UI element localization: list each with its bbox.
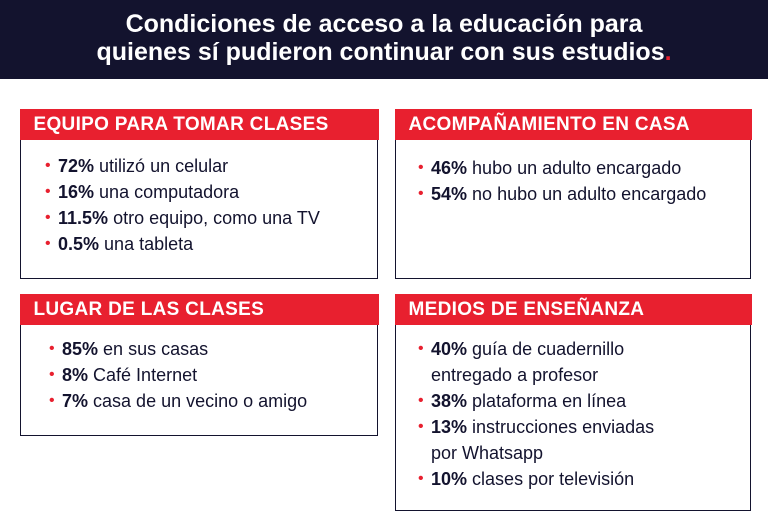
- card-lugar-list: • 85% en sus casas • 8% Café Internet • 7% …: [49, 336, 307, 414]
- bullet-icon: •: [49, 366, 55, 383]
- card-equipo: EQUIPO PARA TOMAR CLASES • 72% utilizó un…: [19, 109, 379, 279]
- card-equipo-header: EQUIPO PARA TOMAR CLASES: [19, 109, 379, 140]
- bullet-icon: •: [45, 209, 51, 226]
- title-accent-dot: .: [664, 38, 672, 66]
- card-medios-header: MEDIOS DE ENSEÑANZA: [394, 294, 752, 325]
- title-line-2: quienes sí pudieron continuar con sus es…: [0, 38, 768, 66]
- card-lugar: LUGAR DE LAS CLASES • 85% en sus casas • 8…: [19, 294, 379, 436]
- item-text: plataforma en línea: [472, 391, 627, 411]
- list-item: • 40% guía de cuadernillo: [418, 336, 654, 362]
- bullet-icon: •: [45, 157, 51, 174]
- list-item: • 54% no hubo un adulto encargado: [418, 181, 706, 207]
- item-text: hubo un adulto encargado: [472, 158, 682, 178]
- card-acompanamiento-list: • 46% hubo un adulto encargado • 54% no hu…: [418, 155, 706, 207]
- item-text: no hubo un adulto encargado: [472, 184, 707, 204]
- item-percent: 7%: [62, 391, 89, 411]
- list-item: • 85% en sus casas: [49, 336, 307, 362]
- bullet-icon: •: [418, 470, 424, 487]
- bullet-icon: •: [49, 340, 55, 357]
- item-percent: 40%: [431, 339, 468, 359]
- item-text: utilizó un celular: [99, 156, 229, 176]
- item-percent: 46%: [431, 158, 468, 178]
- item-text: otro equipo, como una TV: [113, 208, 320, 228]
- item-text: Café Internet: [93, 365, 198, 385]
- list-item: • 10% clases por televisión: [418, 466, 654, 492]
- card-lugar-header: LUGAR DE LAS CLASES: [19, 294, 379, 325]
- item-percent: 16%: [58, 182, 95, 202]
- list-item: • 16% una computadora: [45, 179, 320, 205]
- item-percent: 54%: [431, 184, 468, 204]
- item-text: una tableta: [104, 234, 194, 254]
- title-line-2-text: quienes sí pudieron continuar con sus es…: [96, 38, 665, 66]
- item-percent: 0.5%: [58, 234, 100, 254]
- card-equipo-list: • 72% utilizó un celular • 16% una computa…: [45, 153, 320, 257]
- list-item: • 7% casa de un vecino o amigo: [49, 388, 307, 414]
- title-banner: Condiciones de acceso a la educación par…: [0, 0, 768, 79]
- bullet-icon: •: [45, 235, 51, 252]
- list-item-continuation: por Whatsapp: [431, 443, 544, 463]
- item-percent: 72%: [58, 156, 95, 176]
- bullet-icon: •: [418, 185, 424, 202]
- item-text: guía de cuadernillo: [472, 339, 625, 359]
- list-item: • 72% utilizó un celular: [45, 153, 320, 179]
- item-text: en sus casas: [103, 339, 209, 359]
- list-item: • 46% hubo un adulto encargado: [418, 155, 706, 181]
- bullet-icon: •: [49, 392, 55, 409]
- list-item: • 13% instrucciones enviadas: [418, 414, 654, 440]
- item-text: instrucciones enviadas: [472, 417, 655, 437]
- bullet-icon: •: [418, 392, 424, 409]
- item-percent: 8%: [62, 365, 89, 385]
- item-percent: 13%: [431, 417, 468, 437]
- card-medios-list: • 40% guía de cuadernillo entregado a pro…: [418, 336, 654, 492]
- bullet-icon: •: [418, 159, 424, 176]
- bullet-icon: •: [45, 183, 51, 200]
- card-acompanamiento-header: ACOMPAÑAMIENTO EN CASA: [394, 109, 752, 140]
- item-text: clases por televisión: [472, 469, 635, 489]
- list-item: • 11.5% otro equipo, como una TV: [45, 205, 320, 231]
- card-medios: MEDIOS DE ENSEÑANZA • 40% guía de cuadern…: [394, 294, 752, 511]
- card-acompanamiento: ACOMPAÑAMIENTO EN CASA • 46% hubo un adul…: [394, 109, 752, 279]
- bullet-icon: •: [418, 418, 424, 435]
- item-percent: 10%: [431, 469, 468, 489]
- title-line-1: Condiciones de acceso a la educación par…: [125, 10, 643, 38]
- list-item-continuation: entregado a profesor: [431, 365, 599, 385]
- item-percent: 11.5%: [58, 208, 109, 228]
- list-item: • 0.5% una tableta: [45, 231, 320, 257]
- item-text: una computadora: [99, 182, 240, 202]
- item-percent: 85%: [62, 339, 99, 359]
- bullet-icon: •: [418, 340, 424, 357]
- list-item: • 8% Café Internet: [49, 362, 307, 388]
- item-text: casa de un vecino o amigo: [93, 391, 308, 411]
- list-item: • 38% plataforma en línea: [418, 388, 654, 414]
- item-percent: 38%: [431, 391, 468, 411]
